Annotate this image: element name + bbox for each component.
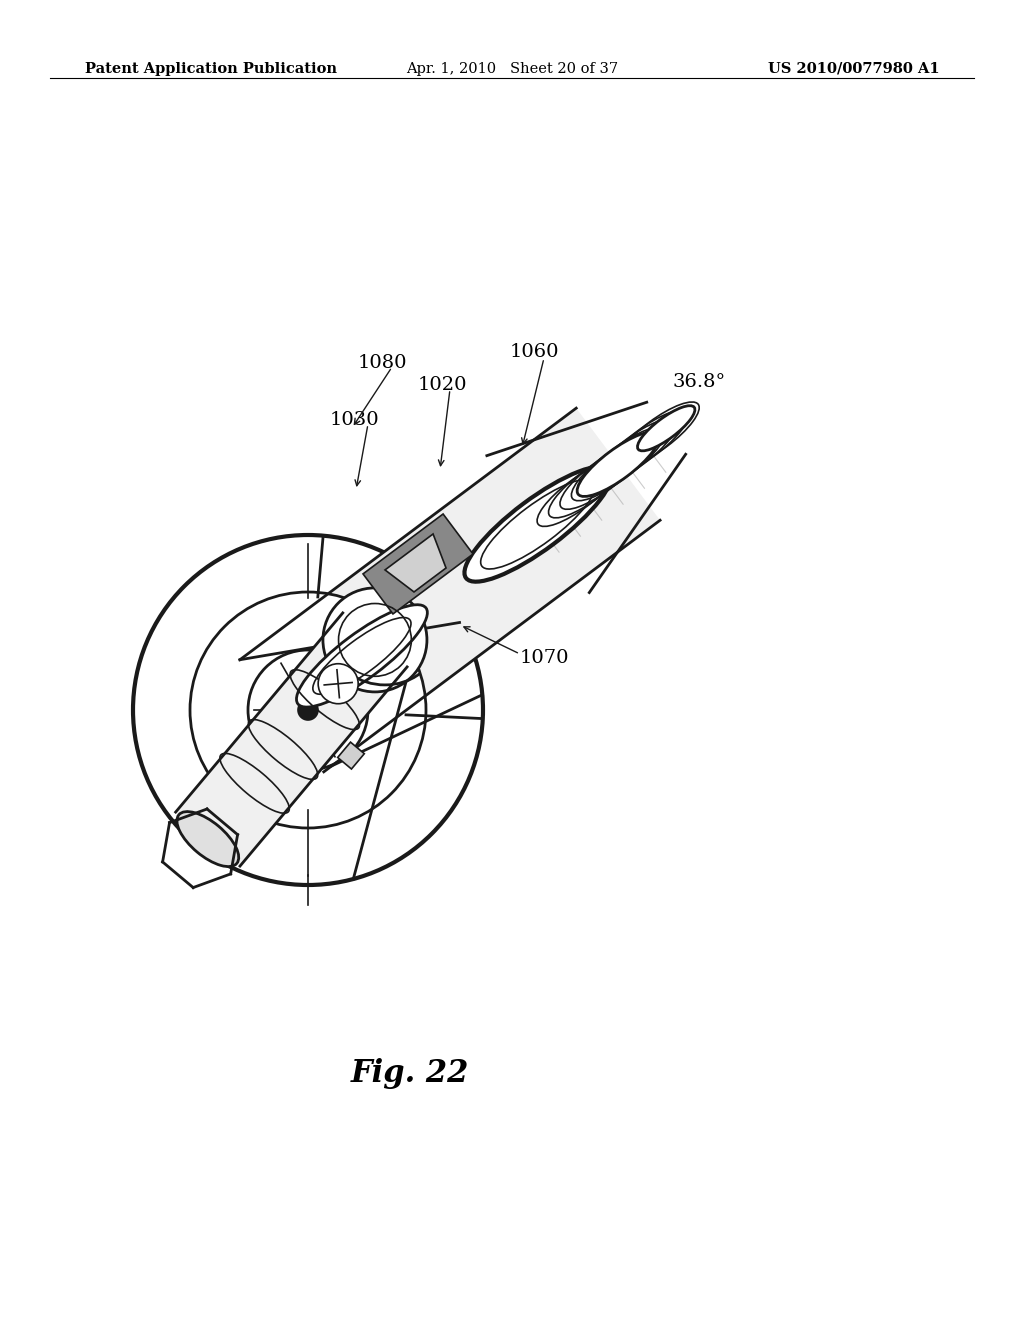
Circle shape — [280, 682, 336, 738]
Text: Patent Application Publication: Patent Application Publication — [85, 62, 337, 77]
Text: 36.8°: 36.8° — [672, 374, 725, 391]
Text: 1070: 1070 — [520, 649, 569, 667]
Circle shape — [190, 591, 426, 828]
Circle shape — [248, 649, 368, 770]
Circle shape — [133, 535, 483, 884]
Text: 1080: 1080 — [358, 354, 408, 372]
Text: Apr. 1, 2010   Sheet 20 of 37: Apr. 1, 2010 Sheet 20 of 37 — [406, 62, 618, 77]
Polygon shape — [240, 408, 660, 772]
Polygon shape — [385, 535, 446, 591]
Text: 1030: 1030 — [330, 411, 380, 429]
Ellipse shape — [177, 812, 239, 866]
Text: 1060: 1060 — [510, 343, 559, 360]
Ellipse shape — [297, 605, 427, 708]
Polygon shape — [364, 513, 473, 614]
Text: 1020: 1020 — [418, 376, 468, 393]
Text: Fig. 22: Fig. 22 — [351, 1059, 469, 1089]
Circle shape — [298, 700, 318, 719]
Polygon shape — [176, 612, 408, 866]
Circle shape — [323, 587, 427, 692]
Text: US 2010/0077980 A1: US 2010/0077980 A1 — [768, 62, 940, 77]
Ellipse shape — [465, 466, 611, 582]
Ellipse shape — [578, 432, 659, 496]
Polygon shape — [338, 742, 365, 770]
Ellipse shape — [638, 405, 695, 451]
Circle shape — [318, 664, 358, 704]
